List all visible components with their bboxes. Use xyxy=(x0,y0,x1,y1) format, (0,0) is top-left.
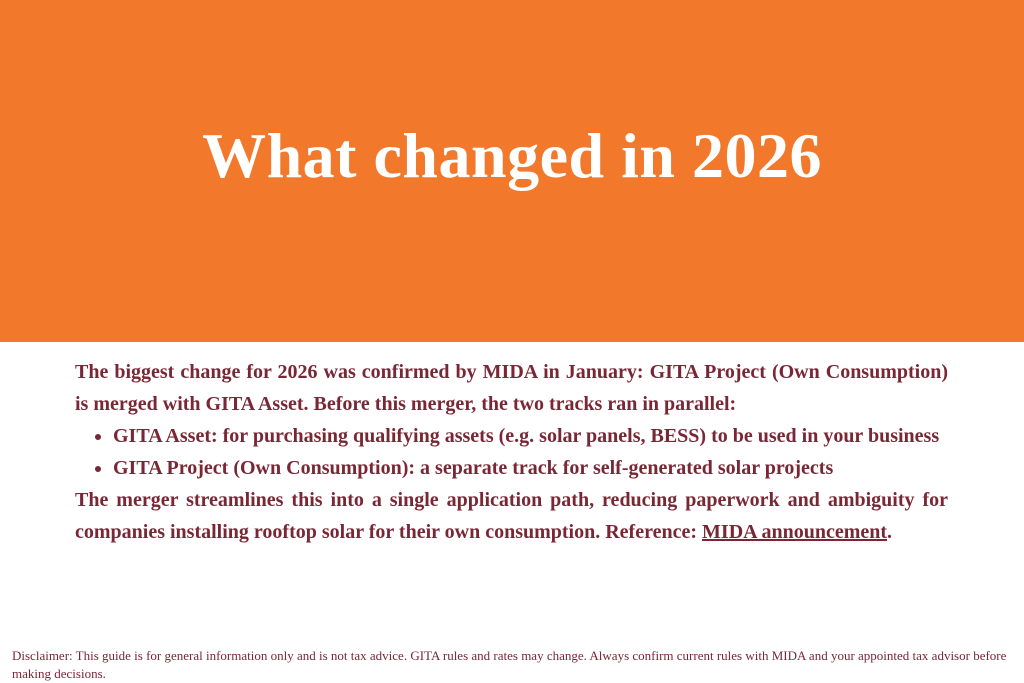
conclusion-text: The merger streamlines this into a singl… xyxy=(75,489,948,543)
page-title: What changed in 2026 xyxy=(202,120,822,191)
intro-paragraph: The biggest change for 2026 was confirme… xyxy=(75,361,948,415)
conclusion-period: . xyxy=(887,521,893,543)
article-body: The biggest change for 2026 was confirme… xyxy=(75,356,948,548)
list-item-gita-asset: GITA Asset: for purchasing qualifying as… xyxy=(113,420,948,452)
hero-banner: What changed in 2026 xyxy=(0,0,1024,342)
mida-announcement-link[interactable]: MIDA announcement xyxy=(702,521,888,543)
conclusion-paragraph: The merger streamlines this into a singl… xyxy=(75,484,948,548)
list-item-gita-project: GITA Project (Own Consumption): a separa… xyxy=(113,452,948,484)
tracks-list: GITA Asset: for purchasing qualifying as… xyxy=(75,420,948,484)
disclaimer-text: Disclaimer: This guide is for general in… xyxy=(12,648,1007,681)
